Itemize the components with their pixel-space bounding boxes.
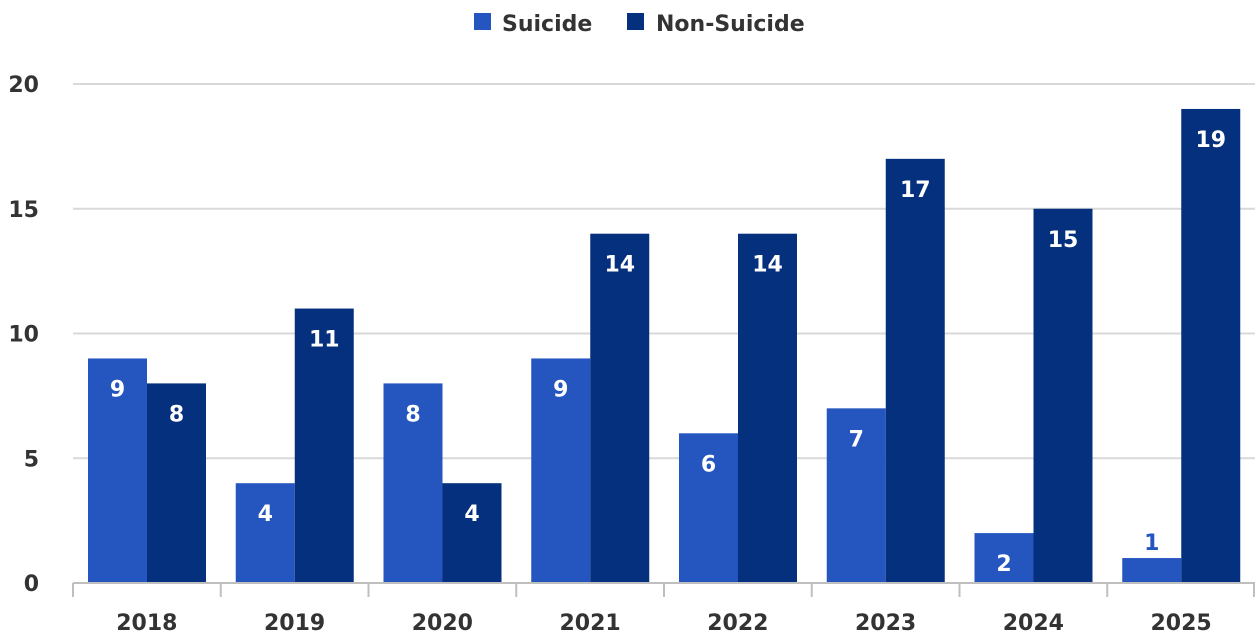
bar-suicide [826, 408, 886, 583]
x-tick-label: 2023 [855, 611, 916, 636]
bars [88, 108, 1241, 583]
y-axis-ticks: 0 5 10 15 20 [8, 73, 39, 597]
legend-label: Non-Suicide [656, 12, 805, 37]
data-label: 14 [752, 253, 783, 278]
data-label: 8 [405, 402, 420, 427]
y-tick-label: 10 [8, 323, 39, 348]
x-tick-label: 2021 [560, 611, 621, 636]
x-tick-label: 2025 [1151, 611, 1212, 636]
data-label: 8 [169, 402, 184, 427]
x-tick-label: 2020 [412, 611, 473, 636]
bar-non-suicide [1033, 208, 1093, 583]
bar-suicide [88, 358, 147, 583]
bar-non-suicide [1181, 108, 1241, 583]
bar-non-suicide [147, 383, 206, 583]
bar-suicide [1122, 558, 1182, 583]
x-tick-label: 2018 [116, 611, 177, 636]
data-label: 15 [1048, 228, 1079, 253]
data-label: 7 [849, 427, 864, 452]
legend-label: Suicide [502, 12, 592, 37]
legend-swatch [474, 13, 491, 30]
legend: Suicide Non-Suicide [474, 12, 805, 37]
data-label: 9 [553, 377, 568, 402]
data-label: 14 [604, 253, 635, 278]
y-tick-label: 20 [8, 73, 39, 98]
legend-item: Suicide [474, 12, 592, 37]
bar-suicide [383, 383, 443, 583]
data-label: 1 [1144, 531, 1159, 556]
data-label: 6 [701, 452, 716, 477]
bar-non-suicide [442, 483, 502, 583]
legend-swatch [627, 13, 644, 30]
bar-non-suicide [294, 308, 354, 583]
bar-suicide [679, 433, 738, 583]
y-tick-label: 5 [24, 447, 39, 472]
bar-suicide [974, 533, 1034, 583]
data-label: 11 [309, 328, 340, 353]
data-label: 2 [996, 552, 1011, 577]
x-tick-label: 2024 [1003, 611, 1064, 636]
legend-item: Non-Suicide [627, 12, 805, 37]
data-label: 4 [258, 502, 273, 527]
data-labels: 9 8 4 11 8 4 9 14 6 14 7 17 2 15 1 19 [110, 128, 1226, 577]
data-label: 4 [464, 502, 479, 527]
bar-non-suicide [590, 233, 650, 583]
bar-suicide [531, 358, 591, 583]
data-label: 19 [1195, 128, 1226, 153]
x-tick-label: 2022 [707, 611, 768, 636]
bar-non-suicide [738, 233, 797, 583]
y-tick-label: 15 [8, 198, 39, 223]
x-tick-label: 2019 [264, 611, 325, 636]
data-label: 9 [110, 377, 125, 402]
bar-suicide [235, 483, 295, 583]
bar-non-suicide [885, 158, 945, 583]
x-axis: 2018 2019 2020 2021 2022 2023 2024 2025 [72, 582, 1255, 636]
data-label: 17 [900, 178, 931, 203]
y-tick-label: 0 [24, 572, 39, 597]
